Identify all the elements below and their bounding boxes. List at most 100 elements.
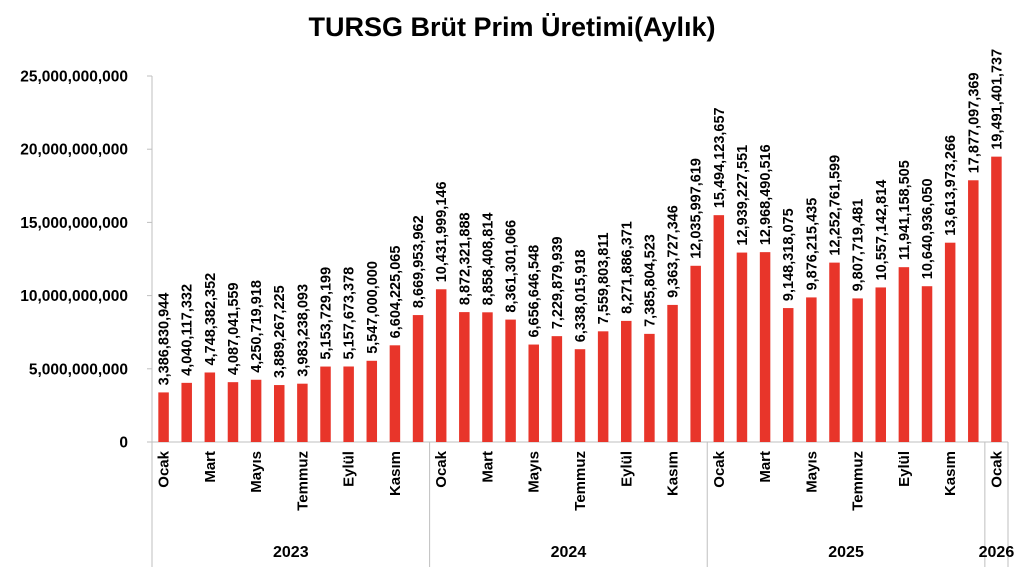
bar — [412, 315, 424, 442]
y-tick-label: 20,000,000,000 — [20, 142, 128, 159]
y-tick-label: 0 — [119, 435, 128, 452]
bar — [389, 345, 401, 442]
year-label: 2025 — [828, 544, 864, 561]
data-label: 5,157,673,378 — [342, 267, 358, 360]
data-label: 8,858,408,814 — [480, 213, 496, 306]
y-tick-label: 5,000,000,000 — [29, 361, 128, 378]
bar — [852, 298, 863, 442]
bar — [551, 336, 563, 442]
data-label: 19,491,401,737 — [989, 49, 1005, 150]
x-tick-label: Temmuz — [294, 451, 311, 511]
data-label: 3,983,238,093 — [295, 284, 311, 377]
x-tick-label: Mart — [757, 451, 774, 483]
bar — [505, 319, 516, 442]
bar — [968, 180, 979, 442]
x-tick-label: Ocak — [988, 450, 1005, 487]
bar — [435, 289, 447, 442]
x-axis-year-labels: 2023 2024 2025 2026 — [151, 442, 1015, 567]
data-label: 9,876,215,435 — [804, 198, 820, 291]
data-label: 8,271,886,371 — [619, 221, 635, 314]
bar — [320, 366, 331, 442]
data-label: 6,604,225,065 — [388, 246, 404, 339]
bars — [158, 156, 1002, 442]
data-labels: 3,386,830,944 4,040,117,332 4,748,382,352 4… — [157, 49, 1006, 386]
data-label: 9,148,318,075 — [781, 208, 797, 301]
bar — [921, 286, 933, 442]
data-label: 17,877,097,369 — [966, 72, 982, 173]
data-label: 7,229,879,939 — [550, 236, 566, 329]
chart-title: TURSG Brüt Prim Üretimi(Aylık) — [308, 12, 715, 42]
data-label: 15,494,123,657 — [712, 107, 728, 208]
x-tick-label: Temmuz — [850, 451, 867, 511]
x-tick-label: Kasım — [942, 451, 959, 496]
data-label: 4,250,719,918 — [249, 280, 265, 373]
year-label: 2023 — [273, 544, 309, 561]
bar — [782, 308, 794, 442]
bar — [621, 320, 632, 442]
data-label: 12,939,227,551 — [735, 145, 751, 246]
x-tick-label: Mart — [479, 451, 496, 483]
bar — [944, 242, 956, 442]
bar — [759, 252, 771, 442]
y-tick-label: 10,000,000,000 — [20, 288, 128, 305]
bar — [875, 287, 887, 442]
x-tick-label: Eylül — [341, 451, 358, 487]
x-tick-label: Mayıs — [803, 451, 820, 493]
x-tick-label: Mayıs — [248, 451, 265, 493]
data-label: 12,252,761,599 — [827, 155, 843, 256]
x-tick-label: Ocak — [156, 450, 173, 487]
x-tick-label: Mayıs — [526, 451, 543, 493]
bar — [528, 344, 539, 442]
x-tick-label: Mart — [202, 451, 219, 483]
y-tick-label: 25,000,000,000 — [20, 69, 128, 86]
x-tick-label: Kasım — [665, 451, 682, 496]
bar — [806, 297, 817, 442]
data-label: 8,872,321,888 — [457, 212, 473, 305]
bar — [898, 267, 910, 442]
bar — [158, 392, 169, 442]
bar — [227, 382, 239, 442]
bar — [991, 156, 1002, 442]
y-axis-ticks: 0 5,000,000,000 10,000,000,000 15,000,000,0… — [20, 69, 152, 452]
bar — [273, 385, 285, 442]
data-label: 5,153,729,199 — [319, 267, 335, 360]
data-label: 3,386,830,944 — [157, 293, 173, 386]
x-tick-label: Kasım — [387, 451, 404, 496]
bar — [644, 333, 655, 442]
bar — [204, 372, 216, 442]
year-label: 2026 — [979, 544, 1015, 561]
bar — [366, 360, 378, 442]
data-label: 3,889,267,225 — [272, 285, 288, 378]
data-label: 4,087,041,559 — [226, 282, 242, 375]
data-label: 8,669,953,962 — [411, 215, 427, 308]
data-label: 10,640,936,050 — [920, 178, 936, 279]
bar — [250, 379, 262, 442]
bar — [736, 252, 748, 442]
data-label: 10,557,142,814 — [874, 180, 890, 281]
data-label: 8,361,301,066 — [504, 220, 520, 313]
data-label: 10,431,999,146 — [434, 181, 450, 282]
data-label: 12,035,997,619 — [689, 158, 705, 259]
data-label: 7,559,803,811 — [596, 232, 612, 324]
data-label: 7,385,804,523 — [642, 234, 658, 327]
x-tick-label: Ocak — [711, 450, 728, 487]
data-label: 9,807,719,481 — [851, 199, 867, 292]
x-axis-month-labels: Ocak Mart Mayıs Temmuz Eylül Kasım Ocak Mart May… — [156, 450, 1006, 510]
data-label: 12,968,490,516 — [758, 144, 774, 245]
x-tick-label: Eylül — [896, 451, 913, 487]
data-label: 4,040,117,332 — [180, 284, 196, 376]
data-label: 13,613,973,266 — [943, 135, 959, 236]
data-label: 6,338,015,918 — [573, 249, 589, 342]
bar — [482, 312, 493, 442]
data-label: 5,547,000,000 — [365, 261, 381, 354]
bar — [343, 366, 354, 442]
bar — [690, 265, 701, 442]
x-tick-label: Ocak — [433, 450, 450, 487]
bar — [459, 312, 470, 442]
bar — [181, 382, 192, 442]
bar — [574, 349, 586, 442]
bar — [297, 383, 308, 442]
year-label: 2024 — [551, 544, 587, 561]
x-tick-label: Temmuz — [572, 451, 589, 511]
